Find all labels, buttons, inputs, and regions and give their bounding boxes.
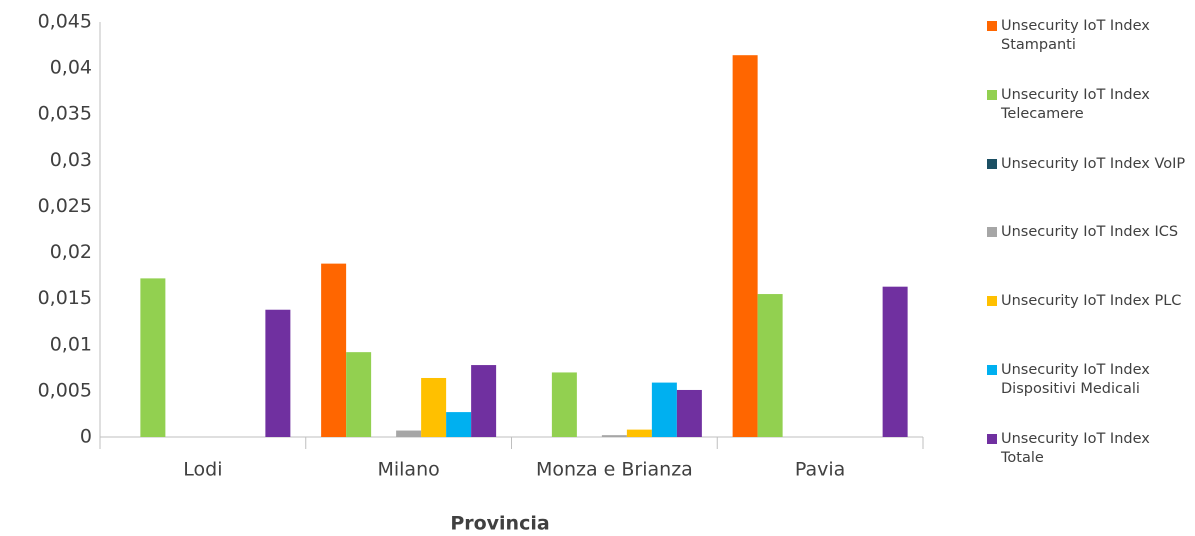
bar (732, 55, 758, 437)
bar (601, 435, 627, 437)
legend-swatch (987, 158, 997, 169)
bar (265, 309, 291, 437)
y-tick-label: 0,01 (50, 333, 92, 355)
legend-swatch (987, 296, 997, 307)
legend-item: Unsecurity IoT Index Stampanti (987, 17, 1192, 55)
bar (551, 372, 577, 437)
legend-label: Unsecurity IoT Index Dispositivi Medical… (1001, 362, 1150, 397)
y-tick-label: 0,04 (50, 57, 92, 79)
y-tick-label: 0,025 (38, 195, 92, 217)
x-tick-label: Milano (377, 459, 439, 481)
legend-label: Unsecurity IoT Index Stampanti (1001, 18, 1150, 53)
legend-item: Unsecurity IoT Index PLC (987, 292, 1192, 311)
legend-label: Unsecurity IoT Index PLC (1001, 293, 1182, 310)
legend-item: Unsecurity IoT Index ICS (987, 223, 1192, 242)
x-tick-label: Lodi (183, 459, 222, 481)
legend-swatch (987, 433, 997, 444)
legend-item: Unsecurity IoT Index Telecamere (987, 86, 1192, 124)
y-tick-label: 0,03 (50, 149, 92, 171)
bar (651, 382, 677, 437)
legend-item: Unsecurity IoT Index VoIP (987, 155, 1192, 174)
bar (757, 294, 783, 437)
bar (446, 412, 472, 437)
x-axis-title: Provincia (450, 513, 549, 535)
legend-swatch (987, 21, 997, 31)
y-tick-label: 0 (80, 426, 92, 448)
bar (346, 352, 372, 437)
bar (626, 429, 652, 437)
x-tick-label: Monza e Brianza (536, 459, 693, 481)
y-tick-label: 0,045 (38, 11, 92, 33)
legend-label: Unsecurity IoT Index VoIP (1001, 155, 1186, 172)
y-tick-label: 0,02 (50, 241, 92, 263)
legend-label: Unsecurity IoT Index Telecamere (1001, 86, 1150, 122)
legend-swatch (987, 89, 997, 100)
x-tick-label: Pavia (795, 459, 845, 481)
bar (421, 377, 447, 437)
y-tick-label: 0,015 (38, 287, 92, 309)
legend-label: Unsecurity IoT Index Totale (1001, 430, 1150, 466)
legend-label: Unsecurity IoT Index ICS (1001, 224, 1179, 241)
bar (471, 365, 497, 437)
bar (396, 430, 422, 437)
legend-item: Unsecurity IoT Index Dispositivi Medical… (987, 361, 1192, 399)
y-tick-label: 0,005 (38, 379, 92, 401)
legend-item: Unsecurity IoT Index Totale (987, 430, 1192, 468)
legend-swatch (987, 365, 997, 375)
legend-swatch (987, 227, 997, 238)
bar (882, 286, 908, 437)
bar (140, 278, 166, 437)
bar (321, 263, 347, 437)
y-tick-label: 0,035 (38, 103, 92, 125)
bar (676, 389, 702, 437)
